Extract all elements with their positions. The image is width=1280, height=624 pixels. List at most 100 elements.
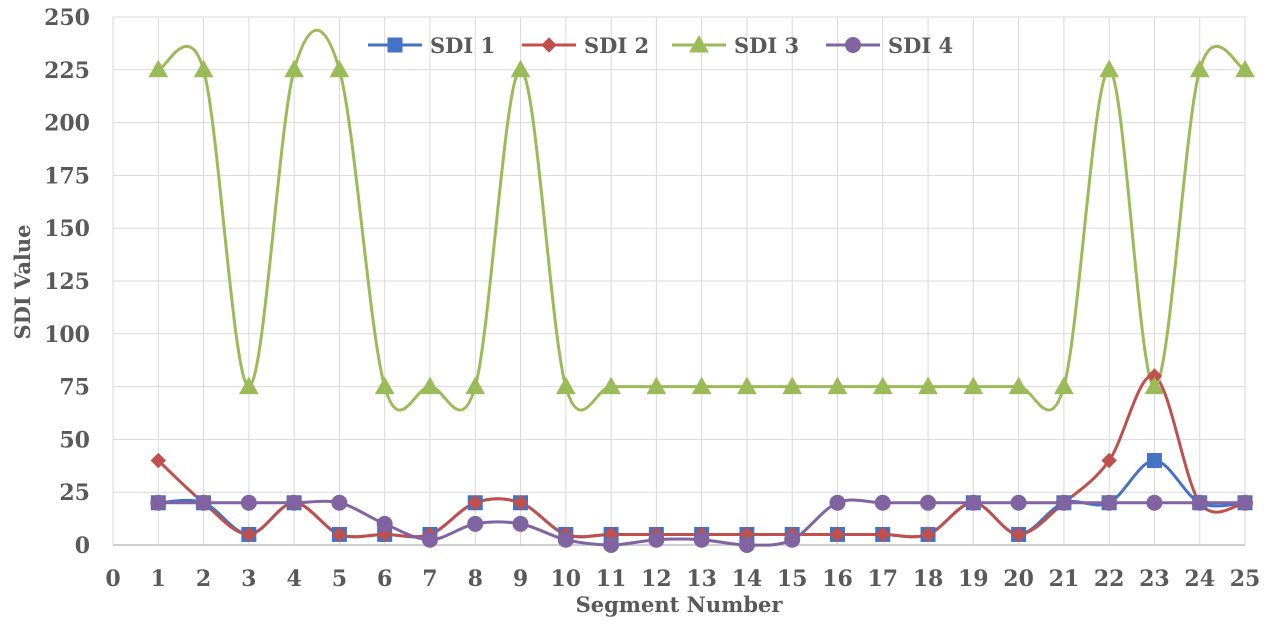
data-point-series-4 bbox=[693, 531, 710, 548]
legend-marker-4 bbox=[845, 37, 861, 53]
x-axis-title: Segment Number bbox=[576, 592, 784, 617]
x-tick-label: 8 bbox=[468, 566, 483, 592]
x-tick-label: 4 bbox=[286, 566, 301, 592]
x-tick-label: 20 bbox=[1003, 566, 1034, 592]
legend-marker-1 bbox=[387, 37, 403, 53]
data-point-series-3 bbox=[238, 376, 259, 395]
y-tick-label: 175 bbox=[44, 163, 90, 189]
data-point-series-3 bbox=[148, 59, 169, 78]
data-point-series-3 bbox=[420, 376, 440, 395]
data-point-series-4 bbox=[1101, 494, 1118, 511]
data-point-series-3 bbox=[374, 376, 395, 395]
legend: SDI 1 SDI 2 SDI 3 SDI 4 bbox=[368, 33, 953, 58]
x-tick-label: 9 bbox=[513, 566, 528, 592]
y-tick-label: 50 bbox=[59, 427, 90, 453]
data-point-series-4 bbox=[331, 494, 348, 511]
x-tick-label: 21 bbox=[1049, 566, 1080, 592]
data-point-series-3 bbox=[555, 376, 576, 395]
data-point-series-4 bbox=[648, 531, 665, 548]
x-tick-label: 18 bbox=[913, 566, 944, 592]
y-tick-label: 25 bbox=[59, 480, 90, 506]
data-point-series-3 bbox=[1008, 376, 1029, 395]
legend-label-1: SDI 1 bbox=[430, 33, 495, 58]
data-point-series-4 bbox=[603, 537, 620, 553]
data-point-series-4 bbox=[1191, 494, 1208, 511]
data-point-series-3 bbox=[510, 59, 531, 78]
data-point-series-2 bbox=[1101, 452, 1117, 469]
data-point-series-4 bbox=[286, 494, 303, 511]
data-point-series-4 bbox=[512, 515, 529, 532]
data-point-series-3 bbox=[329, 59, 350, 78]
x-tick-label: 2 bbox=[196, 566, 211, 592]
data-point-series-2 bbox=[920, 526, 936, 543]
data-point-series-4 bbox=[1146, 494, 1163, 511]
data-point-series-3 bbox=[601, 376, 621, 395]
data-point-series-3 bbox=[691, 376, 712, 395]
data-point-series-4 bbox=[1237, 494, 1253, 511]
data-point-series-4 bbox=[965, 494, 982, 511]
x-tick-label: 23 bbox=[1139, 566, 1170, 592]
x-tick-label: 1 bbox=[151, 566, 166, 592]
data-point-series-3 bbox=[465, 376, 486, 395]
data-point-series-3 bbox=[1054, 376, 1074, 395]
x-tick-label: 15 bbox=[777, 566, 808, 592]
data-point-series-3 bbox=[1189, 59, 1210, 78]
data-point-series-4 bbox=[240, 494, 257, 511]
data-point-series-3 bbox=[193, 59, 214, 78]
legend-label-2: SDI 2 bbox=[584, 33, 649, 58]
x-tick-label: 3 bbox=[241, 566, 256, 592]
data-point-series-3 bbox=[827, 376, 848, 395]
x-tick-label: 10 bbox=[550, 566, 581, 592]
x-tick-label: 22 bbox=[1094, 566, 1125, 592]
legend-marker-3 bbox=[689, 34, 709, 53]
data-point-series-3 bbox=[918, 376, 938, 395]
data-point-series-2 bbox=[331, 526, 348, 543]
data-point-series-4 bbox=[920, 494, 937, 511]
data-point-series-2 bbox=[1010, 526, 1027, 543]
axes bbox=[112, 17, 1245, 546]
data-point-series-4 bbox=[376, 515, 393, 532]
x-tick-label: 13 bbox=[686, 566, 717, 592]
y-tick-label: 0 bbox=[75, 533, 90, 559]
x-tick-label: 14 bbox=[732, 566, 763, 592]
series-line-3 bbox=[157, 28, 1246, 412]
data-point-series-4 bbox=[195, 494, 212, 511]
data-point-series-4 bbox=[1055, 494, 1072, 511]
gridlines bbox=[113, 16, 1246, 545]
y-tick-label: 125 bbox=[44, 269, 90, 295]
y-axis-title: SDI Value bbox=[10, 224, 35, 339]
data-point-series-3 bbox=[284, 59, 304, 78]
data-point-series-3 bbox=[1144, 376, 1165, 395]
data-point-series-4 bbox=[829, 494, 846, 511]
data-point-series-2 bbox=[150, 452, 166, 469]
data-point-series-4 bbox=[557, 531, 574, 548]
x-tick-label: 0 bbox=[105, 566, 120, 592]
y-tick-label: 225 bbox=[44, 58, 90, 84]
x-tick-label: 7 bbox=[422, 566, 437, 592]
x-tick-label: 17 bbox=[867, 566, 898, 592]
y-tick-label: 150 bbox=[44, 216, 90, 242]
data-point-series-4 bbox=[784, 531, 801, 548]
data-point-series-3 bbox=[963, 376, 984, 395]
data-point-series-4 bbox=[467, 515, 484, 532]
data-point-series-4 bbox=[421, 531, 438, 548]
x-tick-label: 16 bbox=[822, 566, 853, 592]
x-tick-label: 5 bbox=[332, 566, 347, 592]
data-point-series-4 bbox=[874, 494, 891, 511]
x-tick-label: 24 bbox=[1184, 566, 1215, 592]
y-tick-label: 200 bbox=[44, 111, 90, 137]
data-point-series-4 bbox=[150, 494, 167, 511]
x-tick-label: 25 bbox=[1230, 566, 1261, 592]
data-point-series-2 bbox=[875, 526, 891, 543]
data-point-series-3 bbox=[646, 376, 667, 395]
legend-label-4: SDI 4 bbox=[888, 33, 953, 58]
y-tick-label: 100 bbox=[44, 322, 90, 348]
y-tick-label: 75 bbox=[59, 375, 90, 401]
data-point-series-3 bbox=[1235, 59, 1255, 78]
data-point-series-4 bbox=[738, 537, 755, 553]
data-point-series-2 bbox=[241, 526, 257, 543]
legend-label-3: SDI 3 bbox=[734, 33, 799, 58]
